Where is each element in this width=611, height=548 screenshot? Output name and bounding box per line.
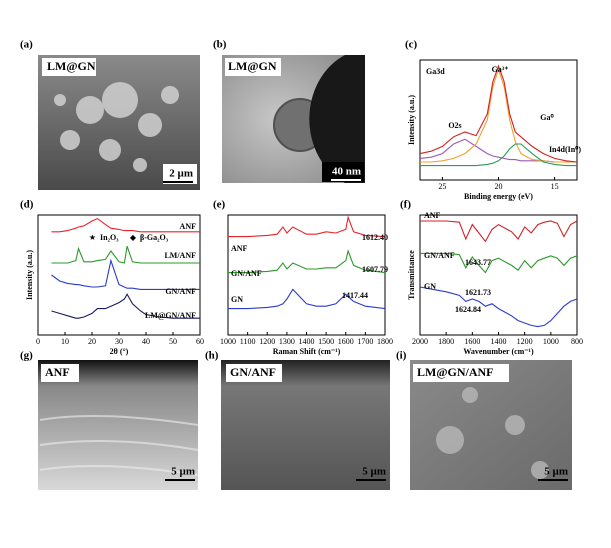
legend-marker: ★ (89, 233, 96, 242)
series-label: ANF (424, 211, 441, 220)
series-label: ANF (231, 244, 248, 253)
series-label: GN/ANF (231, 269, 262, 278)
annotation: 1643.77 (465, 258, 491, 267)
panel-label: (f) (400, 199, 411, 211)
x-tick-label: 1200 (259, 337, 275, 346)
x-tick-label: 1600 (338, 337, 354, 346)
x-axis-label: Wavenumber (cm⁻¹) (463, 347, 534, 356)
series-line (420, 67, 577, 163)
x-tick-label: 1500 (318, 337, 334, 346)
x-tick-label: 1100 (240, 337, 256, 346)
annotation: 1624.84 (455, 305, 481, 314)
x-tick-label: 0 (36, 337, 40, 346)
annotation: Ga3d (426, 67, 445, 76)
series-label: ANF (180, 222, 197, 231)
x-tick-label: 10 (61, 337, 69, 346)
series-line (228, 288, 386, 310)
panel-label: (a) (20, 39, 33, 51)
annotation: 1612.40 (362, 233, 388, 242)
annotation: 1417.44 (342, 291, 368, 300)
x-tick-label: 1700 (357, 337, 373, 346)
panel-label: (g) (20, 350, 33, 362)
image-caption: ANF (45, 365, 70, 379)
x-tick-label: 20 (495, 182, 503, 191)
x-tick-label: 800 (571, 337, 583, 346)
series-line (51, 246, 200, 264)
series-line (51, 258, 200, 290)
x-tick-label: 30 (115, 337, 123, 346)
y-axis-label: Transmittance (407, 250, 416, 300)
annotation: Ga³⁺ (492, 65, 509, 74)
panel-label: (e) (213, 199, 226, 211)
annotation: In4d(In⁰) (549, 145, 581, 154)
x-tick-label: 1800 (438, 337, 454, 346)
series-line (420, 252, 578, 274)
y-axis-label: Intensity (a.u.) (407, 95, 416, 145)
x-axis-label: 2θ (°) (110, 347, 129, 356)
x-tick-label: 15 (551, 182, 559, 191)
x-tick-label: 1800 (377, 337, 393, 346)
scale-bar-label: 5 µm (362, 466, 386, 478)
annotation: 1607.79 (362, 265, 388, 274)
series-line (419, 286, 578, 328)
series-line (420, 143, 577, 167)
x-axis-label: Raman Shift (cm⁻¹) (273, 347, 341, 356)
x-tick-label: 50 (169, 337, 177, 346)
image-caption: LM@GN (228, 59, 277, 73)
x-tick-label: 1000 (543, 337, 559, 346)
scale-bar-label: 5 µm (544, 466, 568, 478)
series-label: LM/ANF (164, 251, 196, 260)
dark-region (309, 55, 365, 183)
x-tick-label: 1400 (299, 337, 315, 346)
scale-bar-label: 2 µm (169, 168, 193, 180)
panel-label: (i) (396, 350, 407, 362)
annotation: Ga⁰ (540, 113, 554, 122)
image-caption: LM@GN (47, 59, 96, 73)
annotation: 1621.73 (465, 288, 491, 297)
scale-bar-label: 5 µm (171, 466, 195, 478)
x-tick-label: 20 (88, 337, 96, 346)
x-axis-label: Binding energy (eV) (464, 192, 533, 201)
series-label: GN (231, 295, 243, 304)
x-tick-label: 2000 (412, 337, 428, 346)
x-tick-label: 60 (196, 337, 204, 346)
image-caption: LM@GN/ANF (417, 365, 494, 379)
particles (54, 82, 179, 172)
panel-label: (b) (213, 39, 227, 51)
series-label: GN/ANF (165, 287, 196, 296)
series-line (419, 64, 578, 163)
series-line (228, 215, 386, 238)
series-line (420, 220, 578, 243)
series-label: GN/ANF (424, 251, 455, 260)
x-tick-label: 1600 (464, 337, 480, 346)
series-label: GN (424, 282, 436, 291)
x-tick-label: 1400 (491, 337, 507, 346)
x-tick-label: 1000 (220, 337, 236, 346)
panel-label: (h) (205, 350, 219, 362)
x-tick-label: 1300 (279, 337, 295, 346)
series-label: LM@GN/ANF (145, 311, 196, 320)
legend-marker: ◆ (130, 233, 137, 242)
y-axis-label: Intensity (a.u.) (25, 250, 34, 300)
panel-label: (c) (405, 39, 418, 51)
annotation: β-Ga₂O₃ (140, 233, 169, 242)
image-caption: GN/ANF (230, 365, 276, 379)
series-line (228, 249, 386, 274)
x-tick-label: 25 (438, 182, 446, 191)
annotation: In₂O₃ (100, 233, 119, 242)
x-tick-label: 40 (142, 337, 150, 346)
scale-bar-label: 40 nm (332, 166, 361, 178)
series-line (51, 293, 200, 319)
panel-label: (d) (20, 199, 34, 211)
series-line (51, 217, 200, 233)
annotation: O2s (448, 121, 461, 130)
x-tick-label: 1200 (517, 337, 533, 346)
